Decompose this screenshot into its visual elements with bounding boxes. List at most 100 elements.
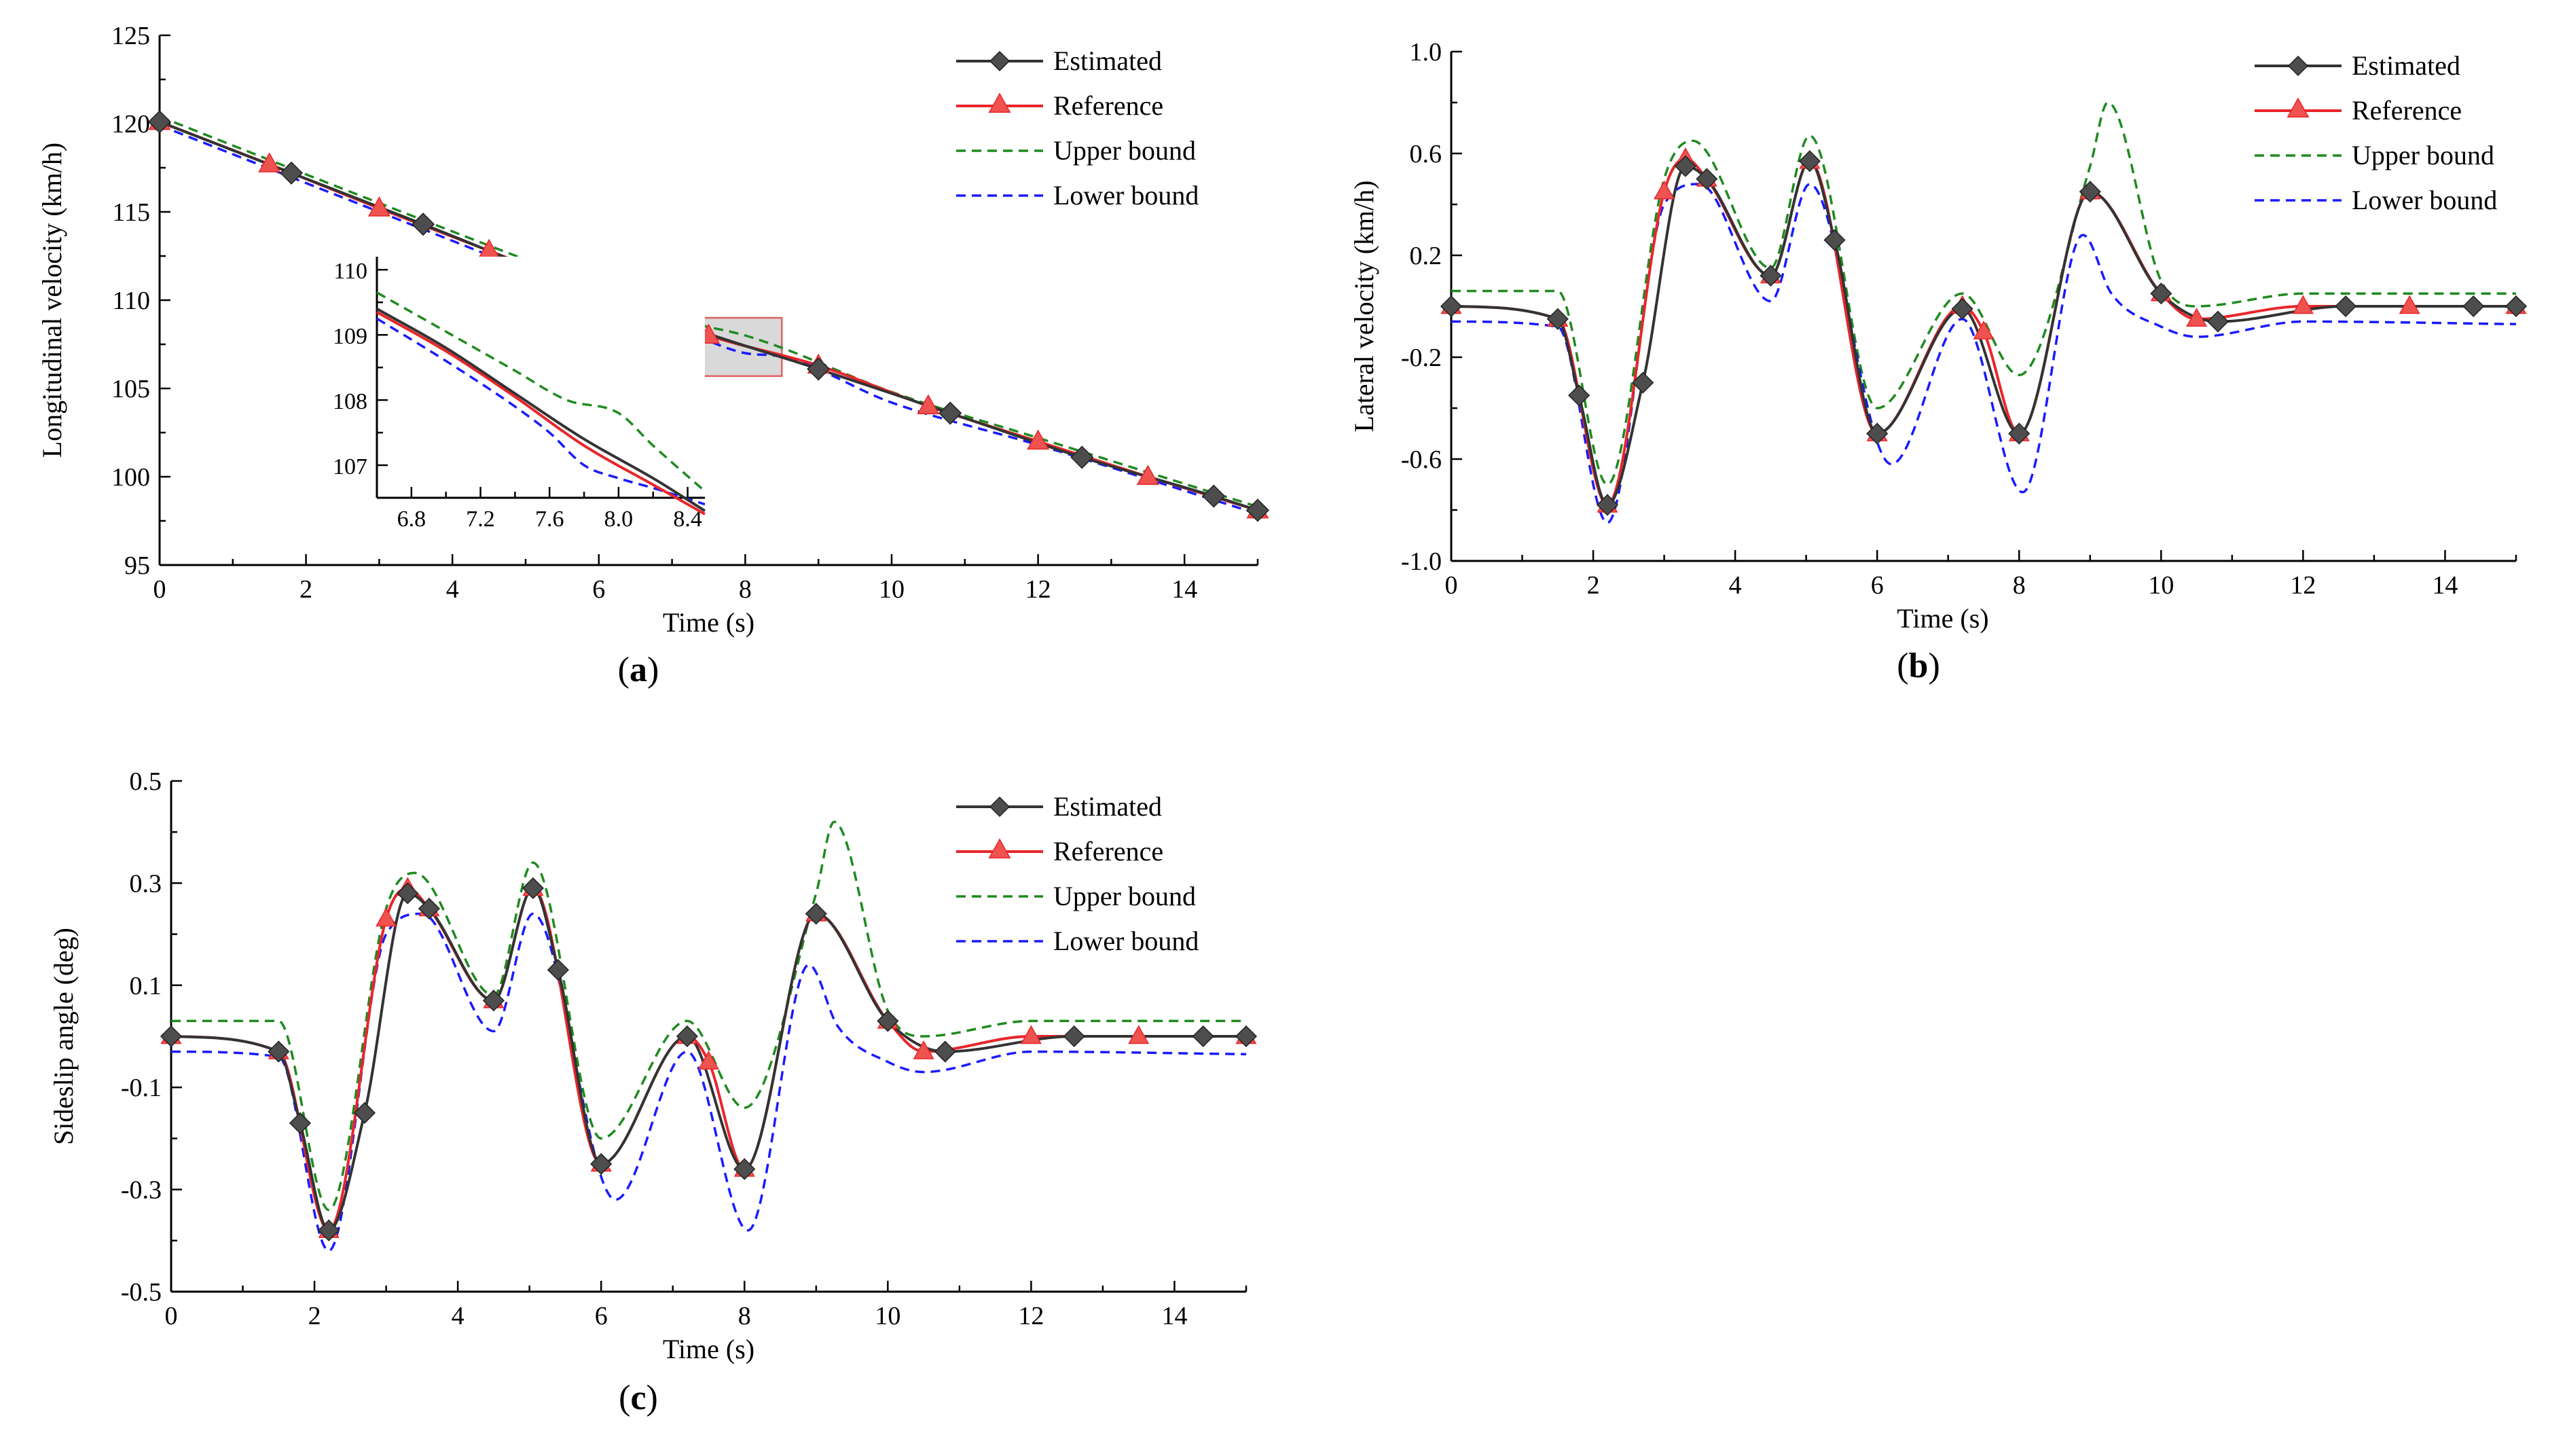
x-tick-label: 6	[595, 1302, 608, 1330]
series-upper-bound-line	[1451, 101, 2516, 486]
series-estimated-line	[159, 120, 1258, 512]
reference-point	[1020, 1025, 1042, 1044]
series-estimated-line	[376, 308, 706, 512]
y-tick-label: 110	[333, 259, 367, 284]
legend-marker-reference	[988, 838, 1011, 858]
reference-point	[367, 196, 390, 217]
x-tick-label: 10	[879, 575, 905, 604]
estimated-point	[2505, 295, 2528, 318]
reference-point	[913, 1040, 934, 1059]
y-tick-label: 0.3	[130, 869, 162, 898]
y-tick-label: 100	[111, 463, 150, 492]
legend-label-lower: Lower bound	[2352, 185, 2497, 215]
legend: Estimated Reference Upper bound Lower bound	[2255, 50, 2497, 215]
estimated-point	[412, 213, 435, 236]
estimated-point	[2079, 181, 2101, 203]
estimated-point	[805, 903, 827, 925]
x-axis-label: Time (s)	[1897, 603, 1988, 634]
y-tick-label: 0.2	[1410, 242, 1442, 270]
reference-point	[258, 152, 281, 172]
x-tick-label: 14	[1161, 1302, 1187, 1330]
y-tick-label: 110	[112, 287, 150, 315]
series-lower-bound-line	[376, 317, 706, 506]
reference-point	[1027, 429, 1050, 450]
estimated-point	[418, 897, 440, 920]
estimated-point	[318, 1219, 340, 1241]
series-estimated-line	[170, 886, 1246, 1232]
x-tick-label: 0	[165, 1302, 178, 1330]
y-tick-label: -0.3	[121, 1176, 162, 1205]
estimated-point	[1760, 264, 1782, 287]
estimated-point	[1632, 371, 1654, 394]
series-estimated-line	[1451, 160, 2516, 507]
estimated-point	[1798, 150, 1821, 172]
legend-label-lower: Lower bound	[1053, 180, 1199, 211]
legend-marker-estimated	[989, 50, 1010, 72]
x-tick-label: 10	[875, 1302, 900, 1330]
legend-label-reference: Reference	[2352, 95, 2462, 126]
legend-label-estimated: Estimated	[1053, 791, 1162, 822]
y-tick-label: 1.0	[1410, 38, 1442, 67]
estimated-point	[289, 1112, 312, 1134]
estimated-point	[1546, 308, 1569, 330]
estimated-point	[1866, 422, 1889, 445]
estimated-point	[733, 1158, 756, 1180]
y-tick-label: 0.1	[130, 972, 162, 1000]
chart-panel-a: 0 2 4 6 8 10 12 14 95 100 105 110 115 120 125 Time (s) L…	[37, 22, 1270, 689]
y-tick-label: -0.2	[1401, 344, 1442, 372]
estimated-point	[877, 1010, 899, 1032]
estimated-point	[1440, 295, 1463, 318]
estimated-point	[590, 1152, 613, 1176]
estimated-point	[147, 110, 172, 134]
y-tick-label: 95	[124, 551, 150, 580]
estimated-point	[279, 161, 304, 185]
reference-point	[1973, 320, 1995, 340]
estimated-point	[939, 401, 962, 425]
legend-marker-reference	[2287, 97, 2310, 117]
estimated-point	[268, 1040, 290, 1063]
legend-label-estimated: Estimated	[2352, 50, 2460, 81]
x-tick-label: 0	[1445, 571, 1458, 600]
y-tick-label: 125	[111, 22, 150, 50]
estimated-point	[2462, 295, 2485, 318]
x-tick-label: 8	[2013, 571, 2026, 600]
series-reference-line	[376, 310, 706, 515]
estimated-point	[934, 1040, 956, 1063]
legend-label-estimated: Estimated	[1053, 46, 1162, 76]
x-tick-label: 10	[2148, 571, 2174, 600]
x-tick-label: 8	[738, 1302, 751, 1330]
estimated-point	[676, 1025, 698, 1048]
y-tick-label: 120	[111, 110, 150, 139]
legend: Estimated Reference Upper bound Lower bound	[956, 791, 1199, 956]
x-tick-label: 2	[1587, 571, 1600, 600]
y-tick-label: 105	[111, 375, 150, 403]
reference-point	[1654, 180, 1675, 200]
y-tick-label: -1.0	[1401, 547, 1442, 576]
y-tick-label: 115	[112, 198, 150, 227]
legend-marker-reference	[988, 92, 1011, 113]
x-tick-label: 14	[1171, 575, 1197, 604]
estimated-point	[2150, 283, 2172, 305]
x-tick-label: 12	[2290, 571, 2316, 600]
y-tick-label: 0.5	[130, 767, 162, 796]
estimated-point	[397, 882, 419, 905]
chart-panel-b: 0 2 4 6 8 10 12 14 -1.0 -0.6 -0.2 0.2 0.6 1.0 Time (s)…	[1349, 38, 2528, 685]
x-tick-label: 7.6	[535, 507, 564, 532]
x-tick-label: 0	[153, 575, 166, 604]
series-lower-bound-line	[170, 912, 1247, 1252]
estimated-point	[1063, 1025, 1085, 1048]
estimated-point	[1192, 1025, 1214, 1048]
legend-label-lower: Lower bound	[1053, 926, 1199, 956]
reference-point	[697, 1051, 720, 1070]
legend-label-upper: Upper bound	[2352, 140, 2494, 170]
estimated-point	[2206, 310, 2229, 333]
reference-point	[1136, 465, 1159, 485]
x-axis-label: Time (s)	[663, 607, 754, 638]
chart-panel-c: 0 2 4 6 8 10 12 14 -0.5 -0.3 -0.1 0.1 0.3 0.5 Time (s)…	[48, 767, 1258, 1417]
estimated-point	[482, 989, 505, 1012]
y-tick-label: -0.5	[121, 1278, 162, 1307]
x-tick-label: 14	[2432, 571, 2458, 600]
y-tick-label: -0.1	[121, 1074, 162, 1102]
x-tick-label: 6	[1871, 571, 1884, 600]
